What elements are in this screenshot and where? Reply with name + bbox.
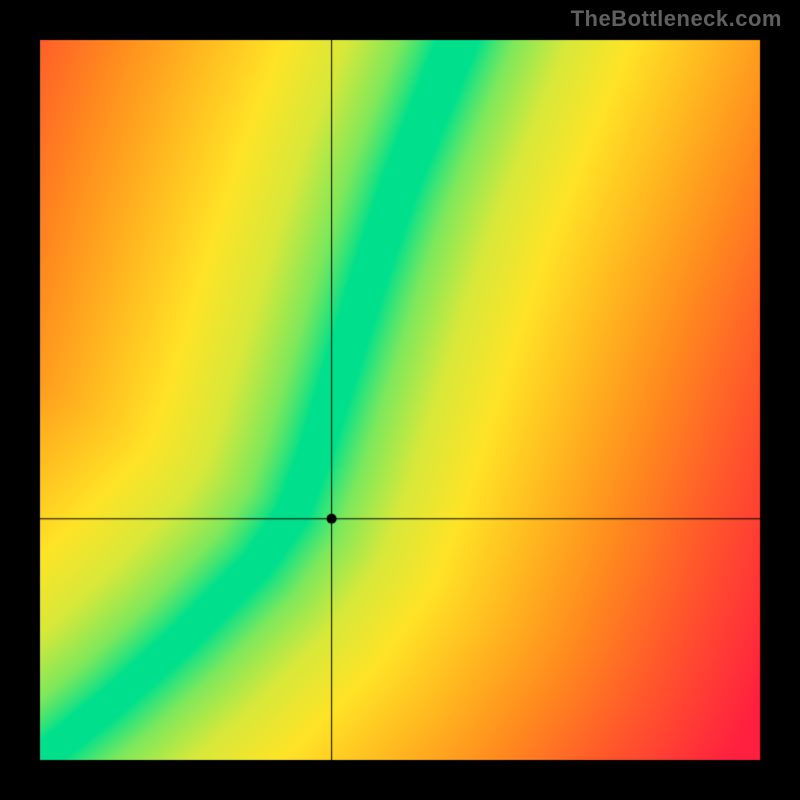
bottleneck-heatmap [0, 0, 800, 800]
watermark-text: TheBottleneck.com [571, 6, 782, 32]
chart-container: TheBottleneck.com [0, 0, 800, 800]
